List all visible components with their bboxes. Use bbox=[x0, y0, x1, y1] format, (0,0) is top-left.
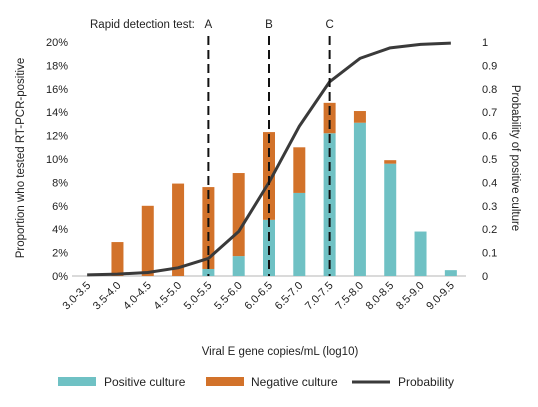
y2-tick-label: 0.1 bbox=[482, 248, 497, 260]
bar-negative-culture bbox=[141, 205, 154, 276]
legend-label-probability: Probability bbox=[398, 375, 454, 389]
y2-axis-title: Probability of positive culture bbox=[509, 85, 521, 231]
y-tick-label: 2% bbox=[52, 248, 68, 260]
rapid-test-label-b: B bbox=[265, 19, 273, 31]
legend-swatch-positive bbox=[58, 377, 96, 386]
bar-negative-culture bbox=[263, 132, 275, 220]
rapid-test-label-c: C bbox=[325, 19, 333, 31]
y2-tick-label: 0.6 bbox=[482, 131, 497, 143]
bar-positive-culture bbox=[384, 163, 397, 276]
y-tick-label: 10% bbox=[46, 154, 68, 166]
bar-positive-culture bbox=[444, 270, 457, 276]
x-tick-label: 4.5-5.0 bbox=[151, 280, 184, 313]
rapid-test-lines: A B C bbox=[205, 19, 334, 276]
y-axis-ticks: 0% 2% 4% 6% 8% 10% 12% 14% 16% 18% 20% bbox=[46, 37, 68, 283]
y-axis-title: Proportion who tested RT-PCR-positive bbox=[15, 58, 27, 259]
y2-axis-ticks: 0 0.1 0.2 0.3 0.4 0.5 0.6 0.7 0.8 0.9 1 bbox=[482, 37, 497, 283]
x-tick-label: 6.5-7.0 bbox=[273, 280, 306, 313]
bars-group bbox=[111, 102, 457, 276]
y-tick-label: 8% bbox=[52, 177, 68, 189]
legend: Positive culture Negative culture Probab… bbox=[58, 375, 454, 389]
x-tick-label: 9.0-9.5 bbox=[424, 280, 457, 313]
bar-negative-culture bbox=[232, 173, 245, 257]
bar-negative-culture bbox=[353, 111, 366, 123]
bar-positive-culture bbox=[232, 256, 245, 276]
y-tick-label: 4% bbox=[52, 224, 68, 236]
x-tick-label: 4.0-4.5 bbox=[121, 280, 154, 313]
x-tick-label: 5.0-5.5 bbox=[182, 280, 215, 313]
rapid-test-label-a: A bbox=[205, 19, 213, 31]
legend-label-positive: Positive culture bbox=[104, 375, 186, 389]
bar-positive-culture bbox=[353, 122, 366, 276]
annotation-label: Rapid detection test: bbox=[90, 19, 195, 31]
y-tick-label: 18% bbox=[46, 60, 68, 72]
y-tick-label: 12% bbox=[46, 131, 68, 143]
bar-positive-culture bbox=[293, 192, 306, 276]
bar-negative-culture bbox=[172, 183, 185, 276]
y2-tick-label: 0.9 bbox=[482, 60, 497, 72]
bar-positive-culture bbox=[202, 268, 215, 276]
y-tick-label: 0% bbox=[52, 271, 68, 283]
y2-tick-label: 0.7 bbox=[482, 107, 497, 119]
bar-negative-culture bbox=[384, 160, 397, 164]
bar-negative-culture bbox=[202, 187, 215, 269]
y2-tick-label: 0.2 bbox=[482, 224, 497, 236]
y2-tick-label: 0.5 bbox=[482, 154, 497, 166]
bar-negative-culture bbox=[293, 147, 306, 193]
y2-tick-label: 0 bbox=[482, 271, 488, 283]
x-tick-label: 3.5-4.0 bbox=[91, 280, 124, 313]
x-tick-label: 7.5-8.0 bbox=[333, 280, 366, 313]
y-tick-label: 14% bbox=[46, 107, 68, 119]
bar-negative-culture bbox=[111, 242, 124, 276]
y2-tick-label: 0.3 bbox=[482, 201, 497, 213]
x-tick-label: 8.0-8.5 bbox=[364, 280, 397, 313]
x-tick-label: 5.5-6.0 bbox=[212, 280, 245, 313]
bar-negative-culture bbox=[323, 102, 336, 134]
x-tick-label: 3.0-3.5 bbox=[61, 280, 94, 313]
x-tick-label: 8.5-9.0 bbox=[394, 280, 427, 313]
y-tick-label: 20% bbox=[46, 37, 68, 49]
x-axis-title: Viral E gene copies/mL (log10) bbox=[202, 346, 359, 358]
legend-label-negative: Negative culture bbox=[251, 375, 338, 389]
legend-swatch-negative bbox=[206, 377, 244, 386]
x-tick-label: 6.0-6.5 bbox=[242, 280, 275, 313]
y2-tick-label: 0.8 bbox=[482, 84, 497, 96]
bar-positive-culture bbox=[414, 231, 427, 276]
y-tick-label: 6% bbox=[52, 201, 68, 213]
x-tick-label: 7.0-7.5 bbox=[303, 280, 336, 313]
y2-tick-label: 1 bbox=[482, 37, 488, 49]
x-axis-ticks: 3.0-3.53.5-4.04.0-4.54.5-5.05.0-5.55.5-6… bbox=[61, 280, 457, 313]
y-tick-label: 16% bbox=[46, 84, 68, 96]
y2-tick-label: 0.4 bbox=[482, 177, 497, 189]
